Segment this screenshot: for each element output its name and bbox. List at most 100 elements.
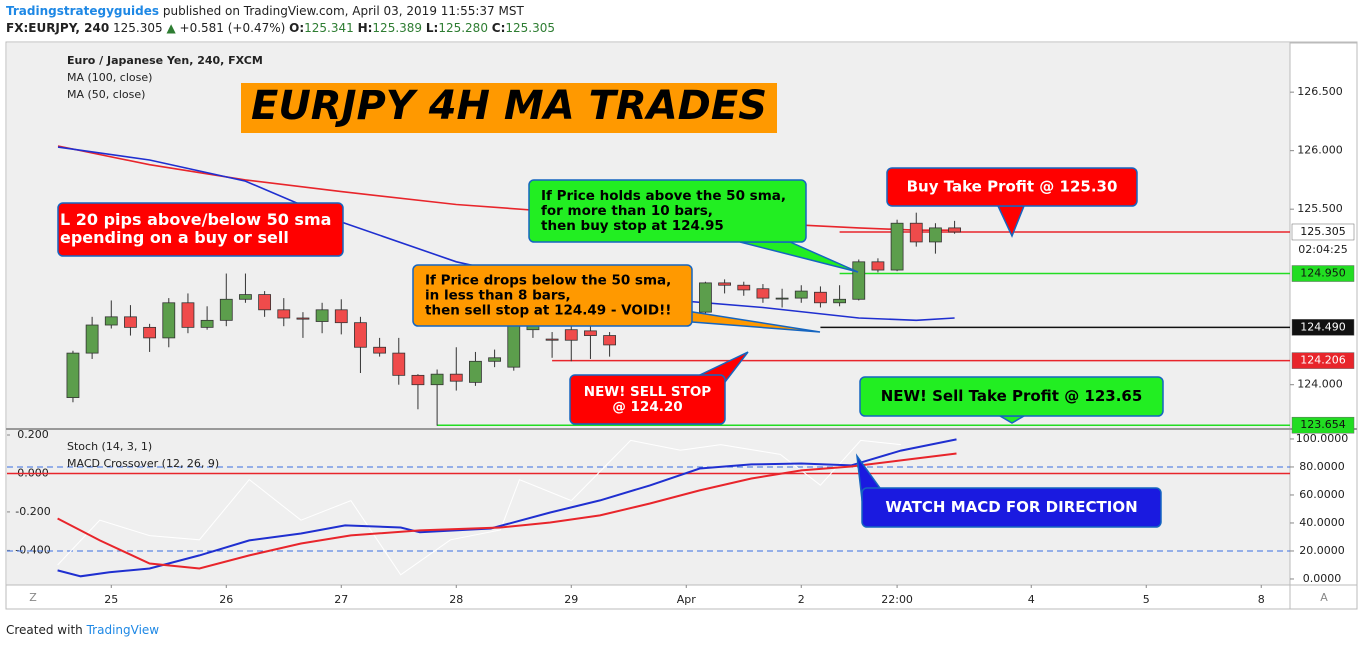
candle-body: [488, 357, 502, 362]
x-tick-label: 28: [449, 593, 463, 606]
callout-text: EURJPY 4H MA TRADES: [251, 83, 767, 129]
publisher[interactable]: Tradingstrategyguides: [6, 4, 160, 18]
callout-text: then sell stop at 124.49 - VOID!!: [425, 303, 671, 319]
candle-body: [85, 324, 99, 354]
candle-body: [354, 322, 367, 348]
callout-text: in less than 8 bars,: [425, 288, 571, 304]
callout-box: [57, 202, 344, 257]
candle-body: [948, 227, 961, 233]
indicator-legend: MACD Crossover (12, 26, 9): [67, 457, 219, 470]
y-tick-label: 126.500: [1297, 85, 1343, 98]
countdown: 02:04:25: [1298, 243, 1347, 256]
candle-body: [545, 338, 559, 341]
candle-body: [507, 324, 521, 368]
brand[interactable]: TradingView: [86, 623, 160, 637]
callout-text: L 20 pips above/below 50 sma: [60, 210, 331, 229]
x-tick-label: 29: [564, 593, 578, 606]
callout-text: Buy Take Profit @ 125.30: [907, 178, 1118, 196]
auto-button[interactable]: A: [1320, 591, 1328, 604]
legend-entry: Euro / Japanese Yen, 240, FXCM: [67, 54, 263, 67]
price-level-label: 124.206: [1300, 354, 1346, 367]
candle-body: [929, 227, 942, 243]
x-tick-label: 27: [334, 593, 348, 606]
frame: [5, 41, 1358, 610]
candle-body: [104, 316, 118, 326]
footer: Created with TradingView: [6, 623, 159, 637]
candle-body: [334, 309, 348, 324]
callout-text: epending on a buy or sell: [60, 228, 289, 247]
candle-body: [564, 329, 578, 341]
candle-body: [392, 352, 406, 376]
candle-body: [871, 261, 885, 271]
legend-entry: MA (50, close): [67, 88, 145, 101]
c-value: 125.305: [505, 21, 556, 35]
price-level-label: 124.950: [1300, 267, 1346, 280]
candle-body: [794, 290, 808, 299]
callout-box: [859, 376, 1164, 417]
candle-body: [699, 282, 712, 313]
callout-text: WATCH MACD FOR DIRECTION: [885, 498, 1137, 516]
callout-text: NEW! SELL STOP: [584, 384, 712, 400]
x-tick-label: 5: [1143, 593, 1150, 606]
callout-text: If Price holds above the 50 sma,: [541, 188, 786, 204]
o-value: 125.341: [304, 21, 354, 35]
candle-body: [603, 335, 617, 346]
zoom-button[interactable]: Z: [29, 591, 37, 604]
candle-body: [469, 360, 482, 383]
candle-body: [373, 346, 387, 354]
candle-body: [737, 284, 751, 291]
candle-body: [909, 222, 923, 243]
candle-body: [775, 297, 789, 300]
symbol: FX:EURJPY, 240: [6, 21, 110, 35]
indicator-line: [57, 439, 901, 576]
price-level-label: 124.490: [1300, 320, 1346, 333]
callout-text: then buy stop at 124.95: [541, 218, 724, 234]
x-tick-label: 26: [219, 593, 233, 606]
stoch-tick-label: 0.0000: [1303, 572, 1342, 585]
callout-box: [886, 167, 1138, 207]
published: published on TradingView.com, April 03, …: [162, 4, 524, 18]
candle-body: [411, 374, 425, 386]
candle-body: [66, 352, 80, 398]
indicator-legend: Stoch (14, 3, 1): [67, 440, 152, 453]
legend-entry: MA (100, close): [67, 71, 152, 84]
candle-body: [449, 373, 463, 382]
callout-box: [241, 83, 777, 133]
indicator-line: [57, 438, 957, 578]
candle-body: [162, 302, 176, 339]
candle-body: [258, 294, 272, 311]
candle-body: [852, 261, 866, 300]
indicator-line: [57, 452, 957, 570]
x-tick-label: 4: [1028, 593, 1035, 606]
x-tick-label: 2: [798, 593, 805, 606]
x-tick-label: 22:00: [881, 593, 913, 606]
candle-body: [584, 330, 597, 336]
price-level-tag: [1291, 416, 1355, 434]
h-label: H:: [357, 21, 373, 35]
macd-tick-label: -0.200: [15, 505, 50, 518]
macd-tick-label: -0.400: [15, 543, 50, 556]
callout-box: [412, 264, 693, 327]
candle-body: [315, 309, 329, 322]
callout-text: If Price drops below the 50 sma,: [425, 272, 671, 288]
price-level-tag: [1291, 265, 1355, 282]
candle-body: [239, 294, 252, 300]
callout-box: [528, 179, 807, 243]
candle-body: [181, 302, 195, 328]
candle-body: [124, 316, 137, 328]
macd-tick-label: 0.200: [17, 428, 49, 441]
candle-body: [277, 309, 291, 319]
price-level-tag: [1291, 223, 1355, 241]
l-value: 125.280: [438, 21, 488, 35]
candle-body: [296, 317, 310, 320]
y-tick-label: 126.000: [1297, 144, 1343, 157]
callout-box: [569, 374, 726, 425]
last: 125.305: [113, 21, 163, 35]
y-tick-label: 125.500: [1297, 202, 1343, 215]
candle-body: [430, 373, 444, 386]
candle-body: [718, 282, 731, 286]
candle-body: [814, 291, 827, 304]
stoch-tick-label: 60.0000: [1299, 488, 1345, 501]
